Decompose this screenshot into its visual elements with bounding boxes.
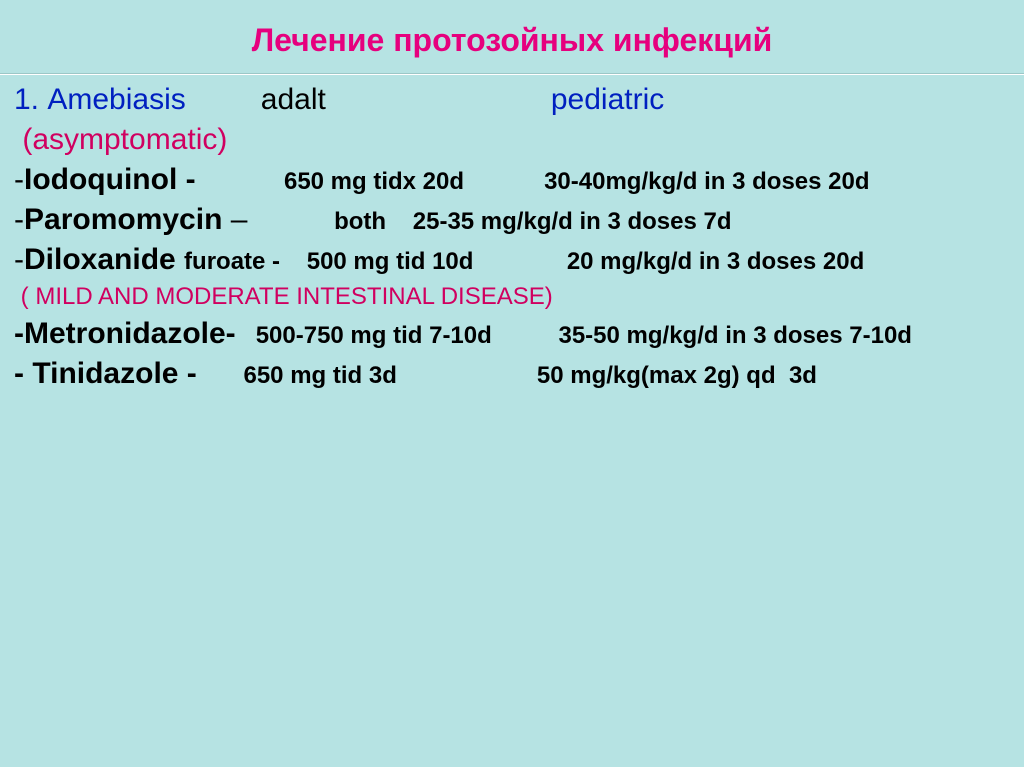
drug-name: Diloxanide <box>24 243 184 277</box>
drug-row: - Iodoquinol - 650 mg tidx 20d 30-40mg/k… <box>14 163 1010 197</box>
adult-dose: 650 mg tidx 20d <box>284 168 464 196</box>
gap <box>197 362 244 390</box>
gap <box>204 168 284 196</box>
slide-title: Лечение протозойных инфекций <box>0 22 1024 73</box>
list-number: 1. <box>14 83 47 117</box>
dash: - <box>14 163 24 197</box>
disease-name: Amebiasis <box>47 83 185 117</box>
adult-dose: 500 mg tid 10d <box>307 248 474 276</box>
drug-row: - Tinidazole - 650 mg tid 3d 50 mg/kg(ma… <box>14 357 1010 391</box>
drug-name: Iodoquinol - <box>24 163 204 197</box>
header-row: 1. Amebiasis adalt pediatric <box>14 83 1010 117</box>
gap <box>247 208 334 236</box>
col-pediatric: pediatric <box>551 83 664 117</box>
ped-dose: 20 mg/kg/d in 3 doses 20d <box>567 248 864 276</box>
title-divider <box>0 73 1024 75</box>
adult-dose: both 25-35 mg/kg/d in 3 doses 7d <box>334 208 731 236</box>
ped-dose: 30-40mg/kg/d in 3 doses 20d <box>544 168 869 196</box>
drug-row: - Paromomycin – both 25-35 mg/kg/d in 3 … <box>14 203 1010 237</box>
note-text: ( MILD AND MODERATE INTESTINAL DISEASE) <box>14 283 553 311</box>
ped-dose: 35-50 mg/kg/d in 3 doses 7-10d <box>558 322 911 350</box>
separator: – <box>231 203 248 237</box>
gap <box>397 362 537 390</box>
slide: Лечение протозойных инфекций 1. Amebiasi… <box>0 0 1024 767</box>
adult-dose: 650 mg tid 3d <box>243 362 396 390</box>
dash: - <box>14 243 24 277</box>
col-adult: adalt <box>261 83 326 117</box>
slide-content: 1. Amebiasis adalt pediatric (asymptomat… <box>0 83 1024 391</box>
gap <box>280 248 307 276</box>
gap <box>464 168 544 196</box>
drug-name: - Tinidazole - <box>14 357 197 391</box>
gap <box>473 248 566 276</box>
note-row: ( MILD AND MODERATE INTESTINAL DISEASE) <box>14 283 1010 311</box>
gap <box>492 322 559 350</box>
gap <box>236 322 256 350</box>
dash: - <box>14 203 24 237</box>
drug-name: -Metronidazole- <box>14 317 236 351</box>
ped-dose: 50 mg/kg(max 2g) qd 3d <box>537 362 817 390</box>
gap <box>326 83 551 117</box>
subtype-row: (asymptomatic) <box>14 123 1010 157</box>
drug-name: Paromomycin <box>24 203 231 237</box>
gap <box>186 83 261 117</box>
drug-row: -Metronidazole- 500-750 mg tid 7-10d 35-… <box>14 317 1010 351</box>
subtype-label: (asymptomatic) <box>14 123 227 157</box>
drug-row: - Diloxanide furoate - 500 mg tid 10d 20… <box>14 243 1010 277</box>
drug-sub: furoate - <box>184 248 280 276</box>
adult-dose: 500-750 mg tid 7-10d <box>256 322 492 350</box>
